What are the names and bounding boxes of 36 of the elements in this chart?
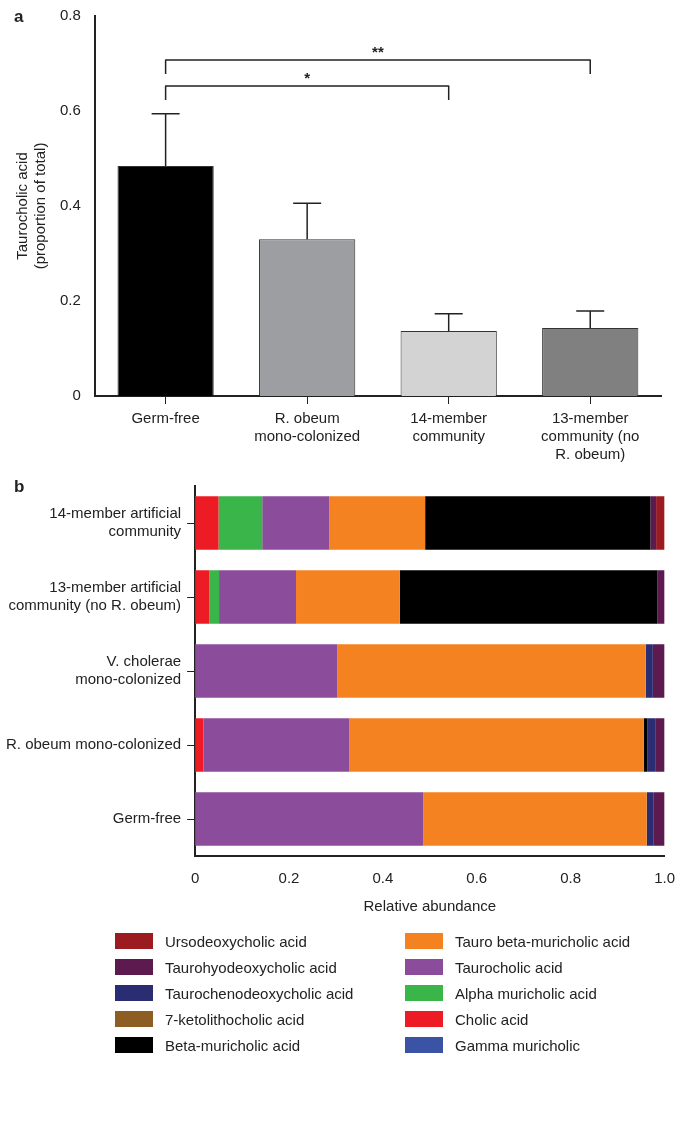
legend-label: Alpha muricholic acid — [455, 984, 597, 1002]
x-axis-title: Relative abundance — [363, 897, 497, 915]
legend-label: Ursodeoxycholic acid — [165, 932, 307, 950]
legend-label: Gamma muricholic — [455, 1036, 581, 1054]
y-tick-label: 0.6 — [59, 101, 81, 119]
chart-title: a — [14, 7, 24, 26]
x-tick-label: 0 — [190, 869, 200, 887]
text: b — [14, 477, 25, 496]
legend-label: Taurochenodeoxycholic acid — [165, 984, 354, 1002]
y-tick-label: 0.8 — [59, 6, 81, 24]
x-tick-label: 0.8 — [560, 869, 582, 887]
x-tick-label: 0.4 — [372, 869, 394, 887]
y-axis-title: Taurocholic acid (proportion of total) — [13, 142, 49, 270]
legend-label: Tauro beta-muricholic acid — [455, 932, 631, 950]
x-tick-label: 0.6 — [466, 869, 488, 887]
y-tick-label: 0 — [72, 386, 81, 404]
x-tick-label: Germ-free — [131, 409, 200, 427]
y-tick-label: R. obeum mono-colonized — [6, 735, 182, 753]
annotation: ** — [372, 43, 384, 60]
legend-label: 7-ketolithocholic acid — [165, 1010, 305, 1028]
y-tick-label: 14-member artificial community — [49, 504, 182, 540]
x-tick-label: 13-member community (no R. obeum) — [541, 409, 640, 463]
legend-label: Cholic acid — [455, 1010, 529, 1028]
x-tick-label: 0.2 — [278, 869, 300, 887]
y-tick-label: V. cholerae mono-colonized — [75, 652, 182, 688]
y-tick-label: 13-member artificial community (no R. obeum) — [8, 578, 182, 614]
x-tick-label: 1.0 — [654, 869, 675, 887]
y-tick-label: Germ-free — [112, 809, 182, 827]
x-tick-label: 14-member community — [410, 409, 488, 445]
legend-label: Beta-muricholic acid — [165, 1036, 301, 1054]
y-tick-label: 0.2 — [59, 291, 81, 309]
legend-label: Taurocholic acid — [455, 958, 563, 976]
legend-label: Taurohyodeoxycholic acid — [165, 958, 337, 976]
x-tick-label: R. obeum mono-colonized — [254, 409, 361, 445]
y-tick-label: 0.4 — [59, 196, 81, 214]
annotation: * — [304, 69, 311, 86]
